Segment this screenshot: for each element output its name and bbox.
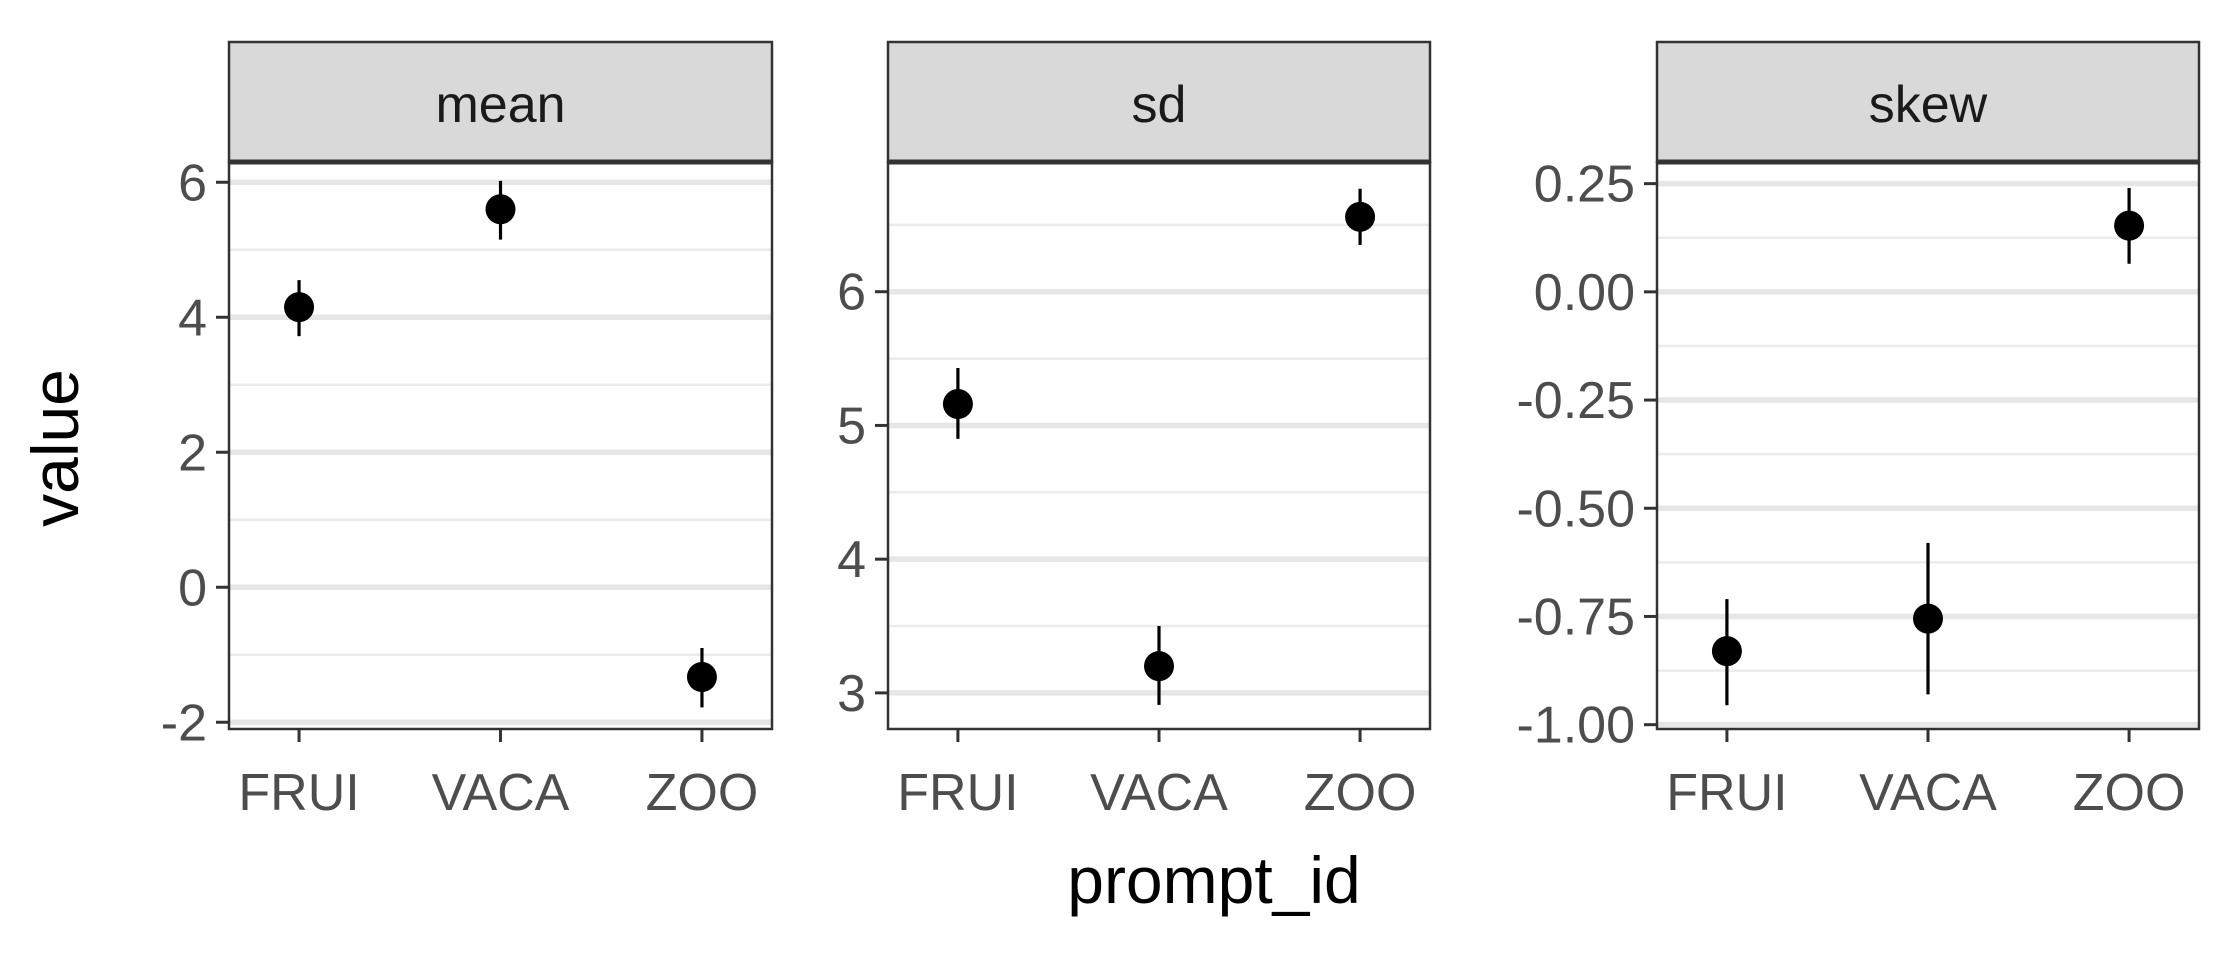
y-tick-label: 6 <box>837 264 866 322</box>
strip-skew <box>1655 40 2201 164</box>
y-tick-label: 0.25 <box>1534 156 1635 214</box>
strip-mean <box>227 40 774 164</box>
strip-label-sd: sd <box>1132 76 1187 134</box>
x-tick-label: FRUI <box>897 764 1018 822</box>
panel-mean-background <box>229 162 772 729</box>
data-point-sd-FRUI <box>942 389 973 420</box>
x-tick-label: VACA <box>1859 764 1997 822</box>
strip-label-skew: skew <box>1869 76 1988 134</box>
data-point-sd-VACA <box>1144 651 1174 682</box>
data-point-skew-VACA <box>1913 603 1943 634</box>
data-point-skew-FRUI <box>1711 636 1742 667</box>
y-tick-label: -0.50 <box>1516 480 1635 538</box>
data-point-mean-ZOO <box>686 662 717 693</box>
y-tick-label: 0 <box>178 559 207 617</box>
x-tick-label: ZOO <box>646 764 759 822</box>
data-point-mean-FRUI <box>284 292 315 323</box>
y-tick-label: 4 <box>837 531 866 589</box>
strip-sd <box>886 40 1432 164</box>
y-tick-label: 3 <box>837 665 866 723</box>
x-tick-label: FRUI <box>1666 764 1787 822</box>
x-tick-label: ZOO <box>1304 764 1417 822</box>
strip-label-mean: mean <box>435 76 565 134</box>
y-axis-title: value <box>18 369 92 527</box>
y-tick-label: 2 <box>178 424 207 482</box>
y-tick-label: 4 <box>178 289 207 347</box>
x-tick-label: FRUI <box>238 764 359 822</box>
y-tick-label: -2 <box>161 694 207 752</box>
x-tick-label: VACA <box>432 764 570 822</box>
y-tick-label: 5 <box>837 397 866 455</box>
x-axis-title: prompt_id <box>1067 843 1361 917</box>
y-tick-label: 0.00 <box>1534 264 1635 322</box>
x-tick-label: ZOO <box>2073 764 2186 822</box>
x-tick-label: VACA <box>1090 764 1228 822</box>
y-tick-label: -0.75 <box>1516 588 1635 646</box>
y-tick-label: -1.00 <box>1516 697 1635 755</box>
data-point-skew-ZOO <box>2114 210 2145 241</box>
y-tick-label: -0.25 <box>1516 372 1635 430</box>
y-tick-label: 6 <box>178 154 207 212</box>
data-point-mean-VACA <box>485 194 516 225</box>
data-point-sd-ZOO <box>1345 201 1376 232</box>
